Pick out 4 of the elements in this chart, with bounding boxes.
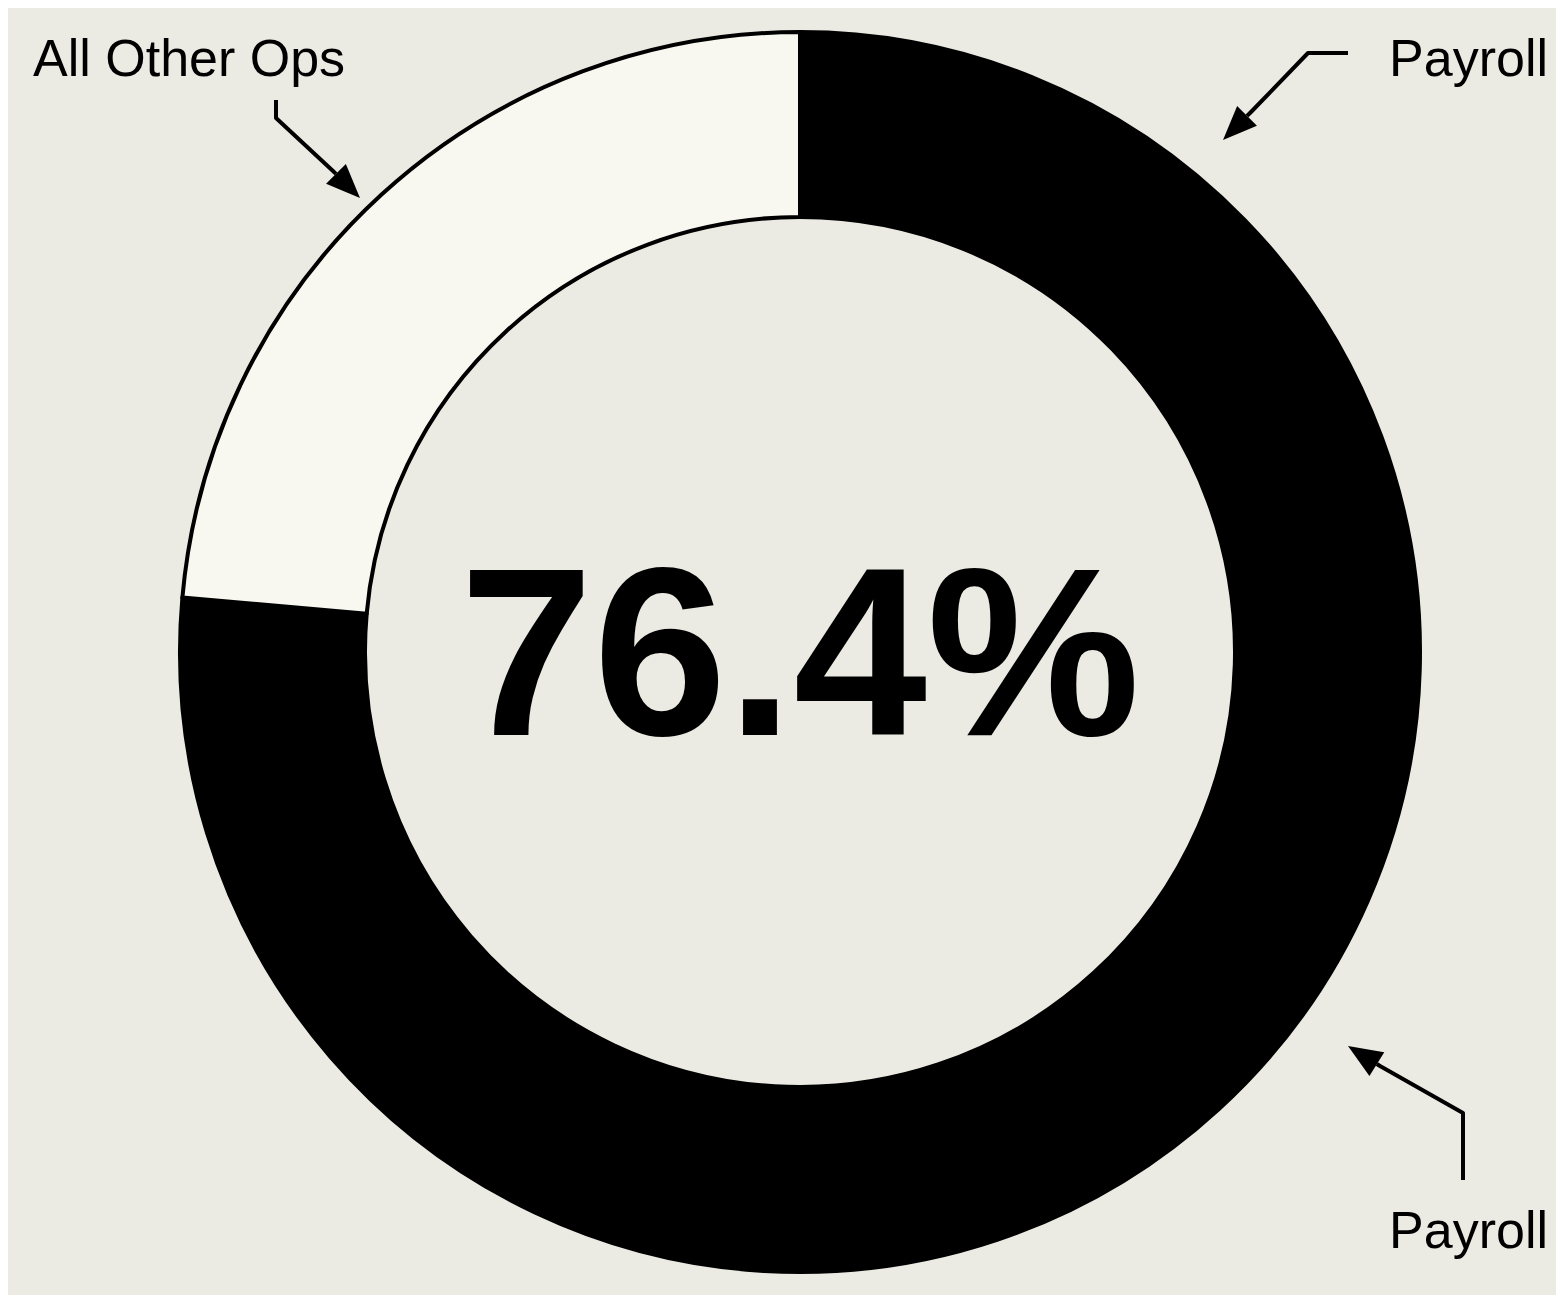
slice-label: Payroll — [1389, 29, 1548, 87]
slice-label: All Other Ops — [33, 29, 346, 87]
text: Payroll — [1389, 1201, 1548, 1259]
text: 76.4% — [459, 518, 1141, 786]
